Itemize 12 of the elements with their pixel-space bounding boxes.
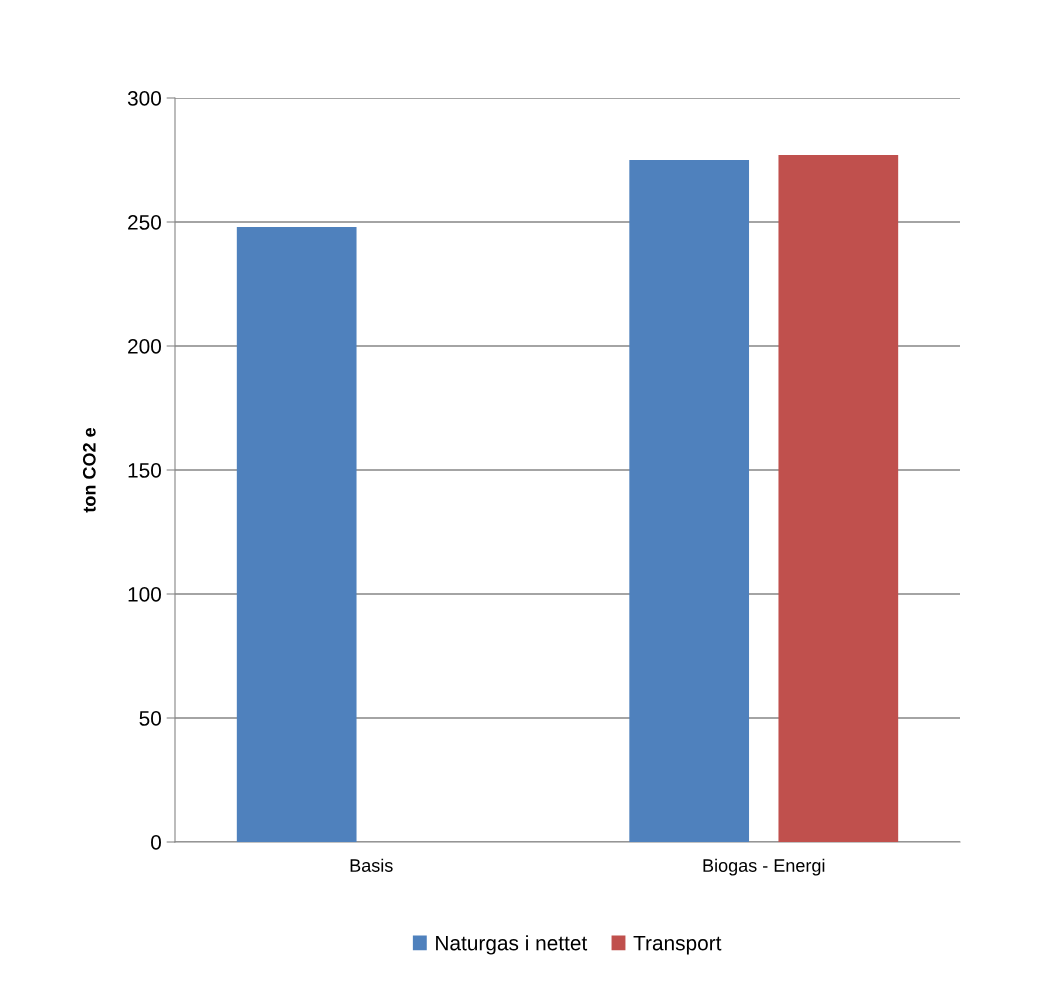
y-tick-label: 250: [128, 215, 161, 230]
x-tick-label: Basis: [350, 858, 393, 872]
legend-label: Naturgas i nettet: [436, 935, 588, 955]
y-tick-label: 150: [128, 463, 161, 478]
y-tick-label: 100: [128, 587, 161, 602]
legend-label: Transport: [633, 935, 722, 955]
y-tick-label: 200: [128, 339, 161, 354]
y-tick-label: 50: [139, 711, 161, 726]
y-axis-title: ton CO2 e: [82, 427, 96, 513]
y-tick-label: 0: [151, 835, 161, 850]
x-tick-label: Biogas - Energi: [703, 858, 825, 876]
y-tick-label: 300: [127, 91, 161, 106]
